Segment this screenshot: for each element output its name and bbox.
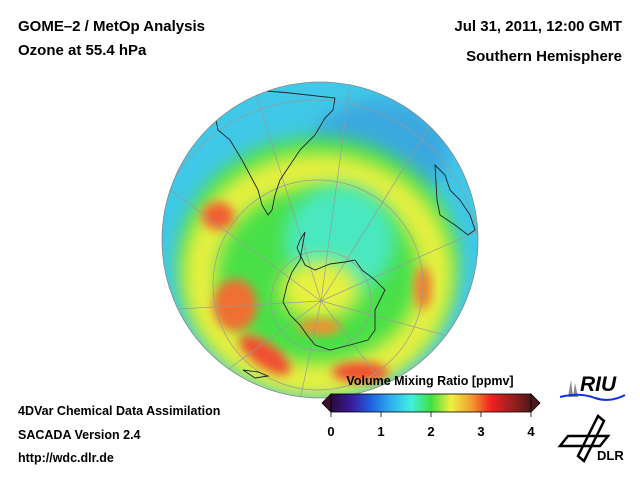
colorbar (321, 393, 541, 417)
colorbar-tick-1: 1 (377, 424, 385, 439)
colorbar-tick-4: 4 (527, 424, 535, 439)
colorbar-title: Volume Mixing Ratio [ppmv] (346, 374, 514, 388)
region-label: Southern Hemisphere (466, 48, 622, 65)
globe-outline (161, 81, 479, 399)
colorbar-gradient (330, 393, 532, 413)
colorbar-tick-3: 3 (477, 424, 485, 439)
coastlines (215, 89, 476, 379)
footer-line2: SACADA Version 2.4 (18, 428, 141, 442)
colorbar-over-arrow (530, 393, 541, 413)
colorbar-tick-marks (330, 412, 532, 417)
footer-line1: 4DVar Chemical Data Assimilation (18, 404, 221, 418)
date-label: Jul 31, 2011, 12:00 GMT (454, 18, 622, 35)
footer-url: http://wdc.dlr.de (18, 451, 114, 465)
colorbar-tick-2: 2 (427, 424, 435, 439)
title-line2: Ozone at 55.4 hPa (18, 42, 147, 59)
dlr-logo-text: DLR (597, 448, 624, 463)
colorbar-tick-0: 0 (327, 424, 335, 439)
riu-logo-text: RIU (580, 373, 617, 396)
ozone-field (162, 82, 478, 398)
dlr-logo (557, 414, 611, 463)
riu-logo (559, 380, 626, 401)
title-line1: GOME–2 / MetOp Analysis (18, 18, 205, 35)
